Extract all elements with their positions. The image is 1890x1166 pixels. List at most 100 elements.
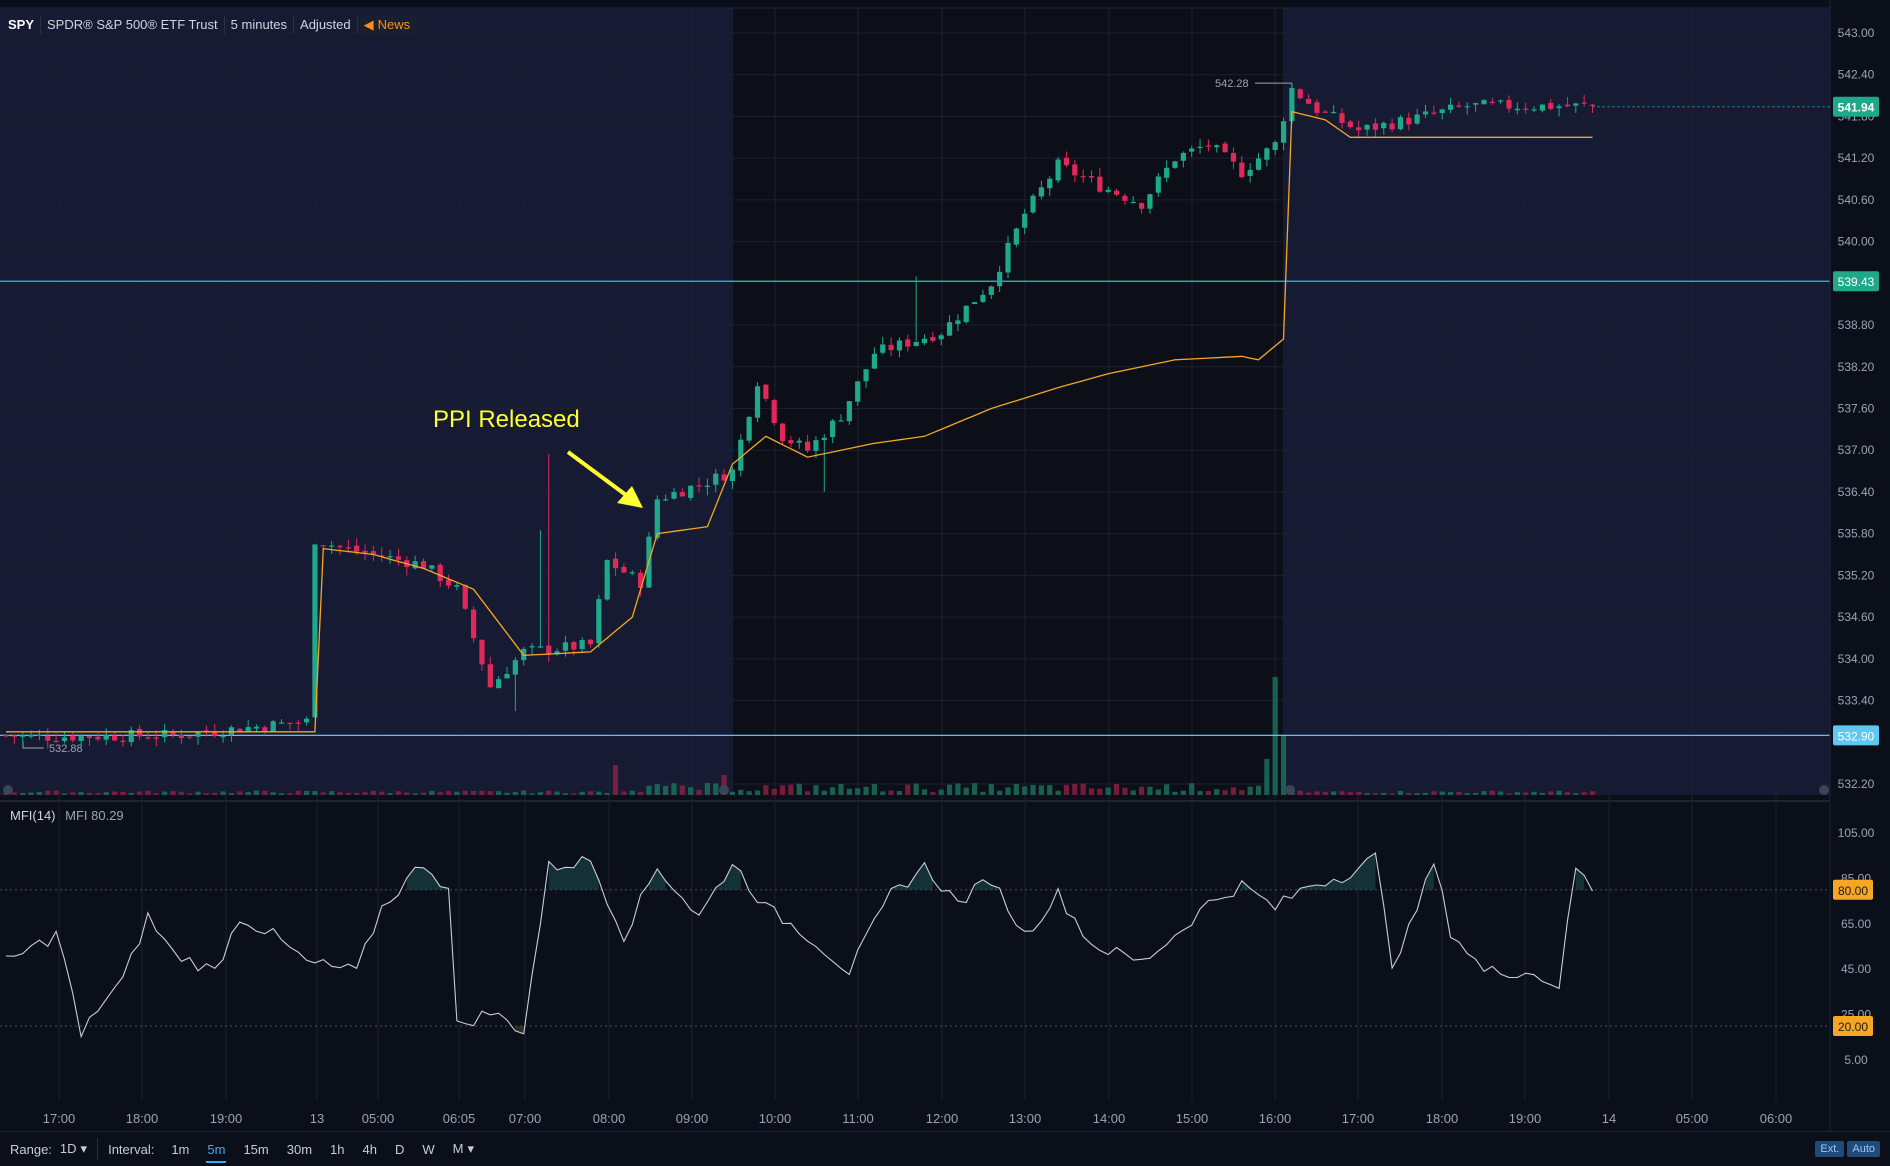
volume-bar <box>821 790 827 795</box>
candle-body <box>1214 145 1220 148</box>
volume-bar <box>571 793 577 795</box>
interval-30m[interactable]: 30m <box>286 1141 313 1157</box>
candle-body <box>863 369 869 382</box>
candle-body <box>1189 148 1195 152</box>
candle-body <box>838 420 844 422</box>
afterhours-shade <box>1283 8 1830 795</box>
interval-1h[interactable]: 1h <box>330 1141 345 1157</box>
volume-bar <box>1581 792 1587 795</box>
candle-body <box>896 340 903 351</box>
time-tick-label: 14 <box>1602 1111 1616 1126</box>
volume-bar <box>1164 784 1170 795</box>
candle-body <box>830 420 836 438</box>
price-tick-label: 534.60 <box>1838 610 1875 624</box>
candle-body <box>1422 111 1429 115</box>
candle-body <box>537 646 543 648</box>
candle-body <box>1331 111 1337 114</box>
candle-body <box>1172 161 1178 168</box>
candle-body <box>562 642 569 651</box>
volume-bar <box>1255 785 1262 795</box>
price-tag <box>1833 725 1879 746</box>
price-chart[interactable]: 542.28 532.88 543.00542.40541.80541.20540… <box>0 0 1890 1131</box>
candle-body <box>429 565 435 569</box>
volume-bar <box>504 792 510 795</box>
volume-bar <box>663 785 669 795</box>
volume-bar <box>429 790 435 795</box>
volume-bar <box>1548 791 1554 795</box>
volume-bar <box>312 791 318 795</box>
volume-bar <box>788 784 794 795</box>
mfi-overbought-fill <box>548 856 599 890</box>
auto-toggle[interactable]: Auto <box>1847 1141 1880 1157</box>
price-tick-label: 537.00 <box>1838 443 1875 457</box>
volume-bar <box>278 793 285 795</box>
volume-bar <box>1272 677 1278 795</box>
candle-body <box>278 722 285 724</box>
volume-bar <box>813 785 819 795</box>
candle-body <box>295 722 301 724</box>
candle-body <box>1088 176 1095 178</box>
candle-body <box>880 344 886 353</box>
high-marker-label: 542.28 <box>1215 78 1249 90</box>
volume-bar <box>1489 790 1495 795</box>
candle-body <box>713 473 719 485</box>
volume-bar <box>20 792 26 795</box>
volume-bar <box>1063 784 1070 795</box>
volume-bar <box>562 793 569 795</box>
candle-body <box>729 469 736 482</box>
candle-body <box>3 735 9 737</box>
candle-body <box>1197 146 1203 148</box>
candle-body <box>1047 178 1053 189</box>
candle-body <box>1230 152 1237 162</box>
interval-4h[interactable]: 4h <box>362 1141 377 1157</box>
volume-bar <box>178 791 184 795</box>
volume-bar <box>638 791 644 795</box>
candle-body <box>1063 157 1070 166</box>
interval-w[interactable]: W <box>422 1141 435 1157</box>
symbol-label[interactable]: SPY <box>2 16 42 34</box>
time-tick-label: 17:00 <box>1342 1111 1375 1126</box>
volume-bar <box>921 789 928 795</box>
volume-bar <box>28 792 34 795</box>
mfi-label: MFI(14) <box>10 808 56 823</box>
candle-body <box>1548 102 1554 109</box>
interval-m[interactable]: M ▾ <box>444 1141 483 1157</box>
candle-body <box>1414 114 1420 124</box>
interval-5m[interactable]: 5m <box>198 1142 234 1163</box>
volume-bar <box>713 783 719 795</box>
volume-bar <box>404 792 410 795</box>
volume-bar <box>779 785 786 795</box>
candle-body <box>1573 103 1579 106</box>
interval-d[interactable]: D <box>394 1141 405 1157</box>
candle-body <box>638 572 644 588</box>
volume-bar <box>963 787 969 795</box>
time-tick-label: 05:00 <box>1676 1111 1709 1126</box>
volume-bar <box>746 791 752 795</box>
candle-body <box>512 660 518 675</box>
volume-bar <box>128 792 134 795</box>
candle-body <box>504 673 510 679</box>
candle-body <box>1447 104 1454 110</box>
candle-body <box>1180 152 1186 161</box>
candle-body <box>1372 123 1378 130</box>
session-marker <box>1285 785 1295 795</box>
volume-bar <box>621 791 627 795</box>
candle-body <box>178 735 184 739</box>
candle-body <box>329 545 335 547</box>
interval-15m[interactable]: 15m <box>243 1141 269 1157</box>
volume-bar <box>596 791 602 795</box>
time-tick-label: 18:00 <box>1426 1111 1459 1126</box>
candle-body <box>1222 143 1228 153</box>
interval-1m[interactable]: 1m <box>171 1141 190 1157</box>
volume-bar <box>86 792 93 795</box>
volume-bar <box>938 789 944 795</box>
news-button[interactable]: ◀ News <box>357 16 417 34</box>
last-price-label: 541.94 <box>1838 101 1875 115</box>
range-select[interactable]: 1D ▾ <box>60 1141 87 1157</box>
volume-bar <box>855 788 861 795</box>
candle-body <box>262 727 268 732</box>
volume-bar <box>1464 793 1470 795</box>
adjusted-label[interactable]: Adjusted <box>294 16 358 34</box>
ext-toggle[interactable]: Ext. <box>1815 1141 1845 1157</box>
candle-body <box>888 344 894 351</box>
